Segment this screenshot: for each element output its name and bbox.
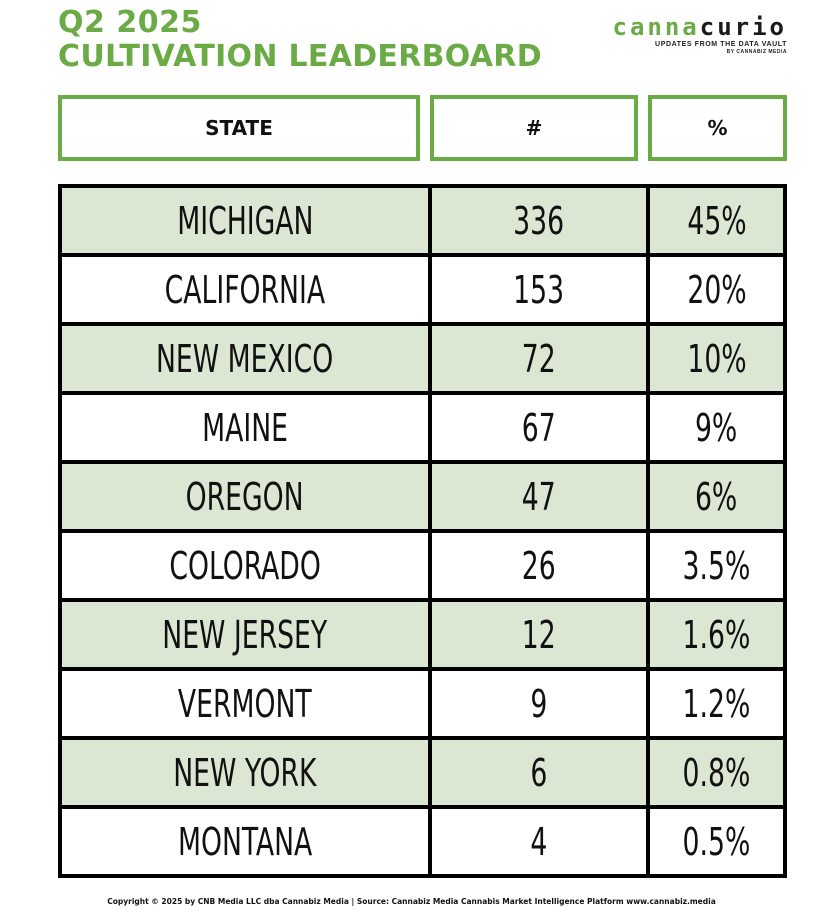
page-title: Q2 2025 CULTIVATION LEADERBOARD	[58, 6, 542, 74]
cell-percent-text: 0.8%	[682, 750, 751, 795]
leaderboard-table: MICHIGAN 336 45% CALIFORNIA 153 20% NEW MEXICO…	[58, 184, 787, 878]
cell-state: CALIFORNIA	[62, 257, 432, 326]
table-row: CALIFORNIA 153 20%	[62, 257, 787, 326]
cell-state: MICHIGAN	[62, 188, 432, 257]
cell-state: COLORADO	[62, 533, 432, 602]
cell-count: 72	[432, 326, 650, 395]
cell-count-text: 4	[530, 819, 548, 864]
cell-count: 153	[432, 257, 650, 326]
cell-state-text: MICHIGAN	[176, 198, 314, 243]
title-line-1: Q2 2025	[58, 5, 202, 40]
logo-part-curio: curio	[699, 13, 787, 41]
cell-percent: 6%	[650, 464, 787, 533]
cell-state: MAINE	[62, 395, 432, 464]
cell-count: 47	[432, 464, 650, 533]
cell-count-text: 47	[522, 474, 556, 519]
cell-percent-text: 1.6%	[682, 612, 751, 657]
table-row: MICHIGAN 336 45%	[62, 188, 787, 257]
cell-count: 4	[432, 809, 650, 878]
cell-percent: 0.8%	[650, 740, 787, 809]
cell-count-text: 9	[530, 681, 548, 726]
cell-state-text: MAINE	[202, 405, 288, 450]
cell-count-text: 67	[522, 405, 556, 450]
cell-count-text: 336	[513, 198, 565, 243]
cell-count-text: 153	[513, 267, 565, 312]
cell-state: NEW JERSEY	[62, 602, 432, 671]
table-row: NEW JERSEY 12 1.6%	[62, 602, 787, 671]
cell-state: MONTANA	[62, 809, 432, 878]
cell-count: 9	[432, 671, 650, 740]
cell-state-text: COLORADO	[169, 543, 321, 588]
table-row: COLORADO 26 3.5%	[62, 533, 787, 602]
cell-state-text: VERMONT	[178, 681, 312, 726]
cell-count: 6	[432, 740, 650, 809]
cell-count-text: 6	[530, 750, 548, 795]
cell-percent-text: 6%	[695, 474, 738, 519]
cell-percent-text: 1.2%	[682, 681, 751, 726]
brand-logo: cannacurio UPDATES FROM THE DATA VAULT B…	[607, 14, 787, 56]
logo-wordmark: cannacurio	[607, 14, 787, 40]
cell-state-text: CALIFORNIA	[164, 267, 326, 312]
table-row: VERMONT 9 1.2%	[62, 671, 787, 740]
cell-percent-text: 10%	[686, 336, 747, 381]
cell-state-text: NEW YORK	[173, 750, 317, 795]
table-row: NEW YORK 6 0.8%	[62, 740, 787, 809]
footer-copyright: Copyright © 2025 by CNB Media LLC dba Ca…	[107, 897, 716, 906]
table-row: MAINE 67 9%	[62, 395, 787, 464]
cell-state: NEW MEXICO	[62, 326, 432, 395]
cell-state-text: NEW JERSEY	[162, 612, 328, 657]
logo-byline: BY CANNABIZ MEDIA	[726, 49, 787, 55]
cell-state-text: MONTANA	[177, 819, 313, 864]
header-count: #	[430, 95, 638, 161]
cell-percent-text: 3.5%	[682, 543, 751, 588]
cell-percent-text: 9%	[695, 405, 738, 450]
table-row: MONTANA 4 0.5%	[62, 809, 787, 878]
cell-state: VERMONT	[62, 671, 432, 740]
table-row: NEW MEXICO 72 10%	[62, 326, 787, 395]
cell-state-text: OREGON	[186, 474, 304, 519]
cell-count-text: 26	[522, 543, 556, 588]
cell-percent: 1.2%	[650, 671, 787, 740]
cell-percent-text: 20%	[686, 267, 747, 312]
cell-count-text: 72	[522, 336, 556, 381]
cell-count: 336	[432, 188, 650, 257]
logo-tagline: UPDATES FROM THE DATA VAULT	[655, 41, 787, 48]
cell-state-text: NEW MEXICO	[156, 336, 334, 381]
cell-percent: 45%	[650, 188, 787, 257]
table-row: OREGON 47 6%	[62, 464, 787, 533]
cell-count: 67	[432, 395, 650, 464]
cell-percent: 1.6%	[650, 602, 787, 671]
cell-percent: 10%	[650, 326, 787, 395]
cell-percent-text: 45%	[686, 198, 747, 243]
cell-percent-text: 0.5%	[682, 819, 751, 864]
cell-count: 12	[432, 602, 650, 671]
cell-state: OREGON	[62, 464, 432, 533]
cell-percent: 9%	[650, 395, 787, 464]
logo-part-canna: canna	[612, 13, 700, 41]
cell-percent: 3.5%	[650, 533, 787, 602]
cell-count-text: 12	[522, 612, 556, 657]
header-state: STATE	[58, 95, 420, 161]
cell-state: NEW YORK	[62, 740, 432, 809]
cell-percent: 20%	[650, 257, 787, 326]
header-percent: %	[648, 95, 787, 161]
cell-percent: 0.5%	[650, 809, 787, 878]
title-line-2: CULTIVATION LEADERBOARD	[58, 39, 542, 74]
cell-count: 26	[432, 533, 650, 602]
